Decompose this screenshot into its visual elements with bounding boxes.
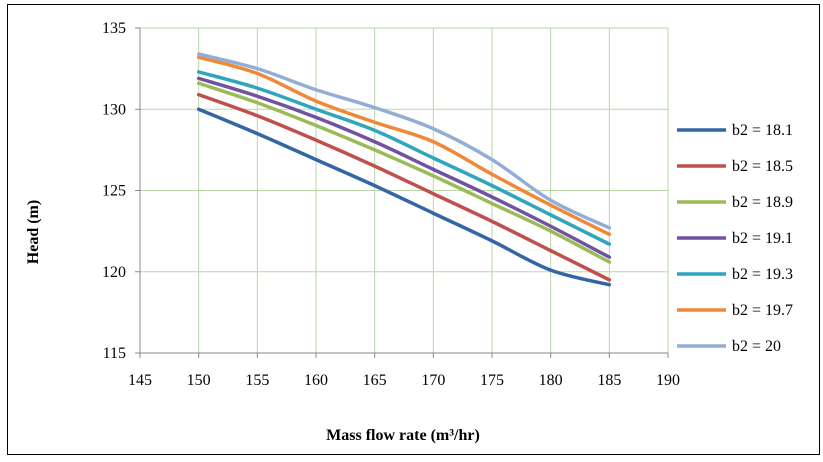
legend-item: b2 = 19.1 xyxy=(677,230,793,247)
legend-label: b2 = 20 xyxy=(732,338,781,355)
series-line-2 xyxy=(196,92,612,282)
chart-border xyxy=(7,4,820,455)
x-tick-label: 150 xyxy=(187,372,211,389)
series-line-3 xyxy=(196,81,612,264)
y-tick-label: 135 xyxy=(102,20,126,37)
series-lines xyxy=(196,52,612,287)
x-tick-label: 190 xyxy=(656,372,680,389)
x-tick-label: 175 xyxy=(480,372,504,389)
y-tick-label: 130 xyxy=(102,101,126,118)
series-line-1 xyxy=(196,107,612,287)
x-tick-label: 180 xyxy=(539,372,563,389)
x-tick-label: 185 xyxy=(597,372,621,389)
x-tick-label: 160 xyxy=(304,372,328,389)
legend-item: b2 = 18.5 xyxy=(677,158,793,175)
legend-item: b2 = 20 xyxy=(677,338,781,355)
axes xyxy=(135,27,669,358)
tick-labels: 145 150 155 160 165 170 175 180 185 190 115 120 125 1… xyxy=(102,20,680,389)
x-tick-label: 145 xyxy=(128,372,152,389)
legend-label: b2 = 19.3 xyxy=(732,266,793,283)
y-tick-label: 120 xyxy=(102,264,126,281)
legend-item: b2 = 19.3 xyxy=(677,266,793,283)
y-tick-label: 115 xyxy=(103,345,126,362)
series-line-7 xyxy=(196,52,612,230)
x-tick-label: 170 xyxy=(421,372,445,389)
y-tick-label: 125 xyxy=(102,183,126,200)
legend-label: b2 = 18.1 xyxy=(732,122,793,139)
x-tick-label: 155 xyxy=(245,372,269,389)
x-tick-label: 165 xyxy=(363,372,387,389)
y-axis-title: Head (m) xyxy=(25,200,42,264)
series-line-6 xyxy=(196,55,612,237)
legend-item: b2 = 18.1 xyxy=(677,122,793,139)
series-line-4 xyxy=(196,76,612,259)
legend-item: b2 = 18.9 xyxy=(677,194,793,211)
legend-label: b2 = 19.1 xyxy=(732,230,793,247)
legend-label: b2 = 18.9 xyxy=(732,194,793,211)
legend-label: b2 = 18.5 xyxy=(732,158,793,175)
legend-item: b2 = 19.7 xyxy=(677,302,793,319)
series-line-5 xyxy=(196,70,612,246)
x-axis-title: Mass flow rate (m³/hr) xyxy=(326,427,480,444)
legend: b2 = 18.1 b2 = 18.5 b2 = 18.9 b2 = 19.1 b2 =… xyxy=(677,122,793,355)
legend-label: b2 = 19.7 xyxy=(732,302,793,319)
